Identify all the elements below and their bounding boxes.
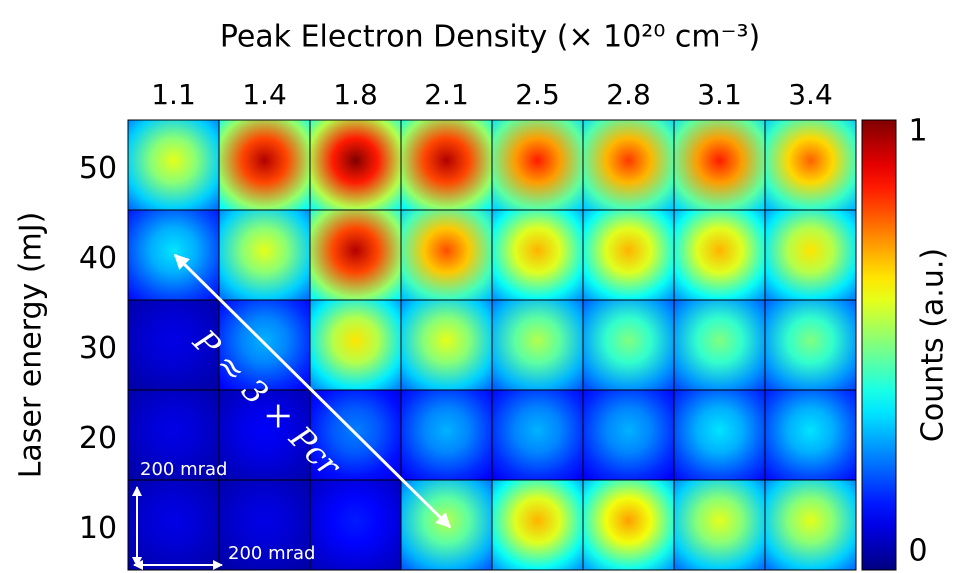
x-tick-label: 2.1 xyxy=(424,78,469,111)
x-tick-label: 1.8 xyxy=(333,78,378,111)
heatmap-cell xyxy=(309,209,402,301)
heatmap-cell xyxy=(764,389,857,481)
heatmap-cell xyxy=(400,389,493,481)
x-tick-label: 3.4 xyxy=(788,78,833,111)
heatmap-cell xyxy=(400,209,493,301)
heatmap-cell xyxy=(582,479,675,571)
heatmap-cell xyxy=(582,389,675,481)
colorbar xyxy=(861,119,897,571)
heatmap-cell xyxy=(127,119,220,211)
heatmap-cell xyxy=(491,299,584,391)
y-tick-label: 40 xyxy=(79,241,117,276)
colorbar-label: Counts (a.u.) xyxy=(916,248,951,442)
heatmap-cell xyxy=(764,479,857,571)
x-tick-label: 3.1 xyxy=(697,78,742,111)
heatmap-cell xyxy=(491,209,584,301)
y-tick-label: 50 xyxy=(79,151,117,186)
heatmap-cell xyxy=(400,299,493,391)
diagonal-arrow xyxy=(173,253,452,529)
heatmap-cell xyxy=(673,299,766,391)
heatmap-cell xyxy=(764,119,857,211)
y-tick-label: 20 xyxy=(79,421,117,456)
heatmap-cell xyxy=(218,209,311,301)
cell-grid xyxy=(127,119,857,571)
x-tick-label: 1.1 xyxy=(151,78,196,111)
heatmap-cell xyxy=(673,119,766,211)
heatmap-cell xyxy=(673,389,766,481)
heatmap-cell xyxy=(673,209,766,301)
heatmap-cell xyxy=(582,299,675,391)
heatmap-cell xyxy=(309,479,402,571)
heatmap-cell xyxy=(673,479,766,571)
heatmap-cell xyxy=(491,479,584,571)
colorbar-tick-label: 1 xyxy=(908,114,927,149)
heatmap-cell xyxy=(582,119,675,211)
x-tick-label: 1.4 xyxy=(242,78,287,111)
heatmap-cell xyxy=(764,209,857,301)
y-tick-label: 30 xyxy=(79,331,117,366)
heatmap-cell xyxy=(764,299,857,391)
heatmap-cell xyxy=(491,389,584,481)
heatmap-cell xyxy=(400,119,493,211)
x-tick-label: 2.8 xyxy=(606,78,651,111)
heatmap-cell xyxy=(309,119,402,211)
chart-title: Peak Electron Density (× 10²⁰ cm⁻³) xyxy=(220,20,760,55)
heatmap-cell xyxy=(491,119,584,211)
x-tick-label: 2.5 xyxy=(515,78,560,111)
heatmap-cell xyxy=(309,299,402,391)
heatmap-cell xyxy=(218,119,311,211)
colorbar-tick-label: 0 xyxy=(908,534,927,569)
heatmap-cell xyxy=(582,209,675,301)
heatmap-cell xyxy=(127,479,220,571)
scale-label: 200 mrad xyxy=(228,543,315,564)
scale-label: 200 mrad xyxy=(140,459,227,480)
y-axis-label: Laser energy (mJ) xyxy=(14,212,49,479)
y-tick-label: 10 xyxy=(79,511,117,546)
